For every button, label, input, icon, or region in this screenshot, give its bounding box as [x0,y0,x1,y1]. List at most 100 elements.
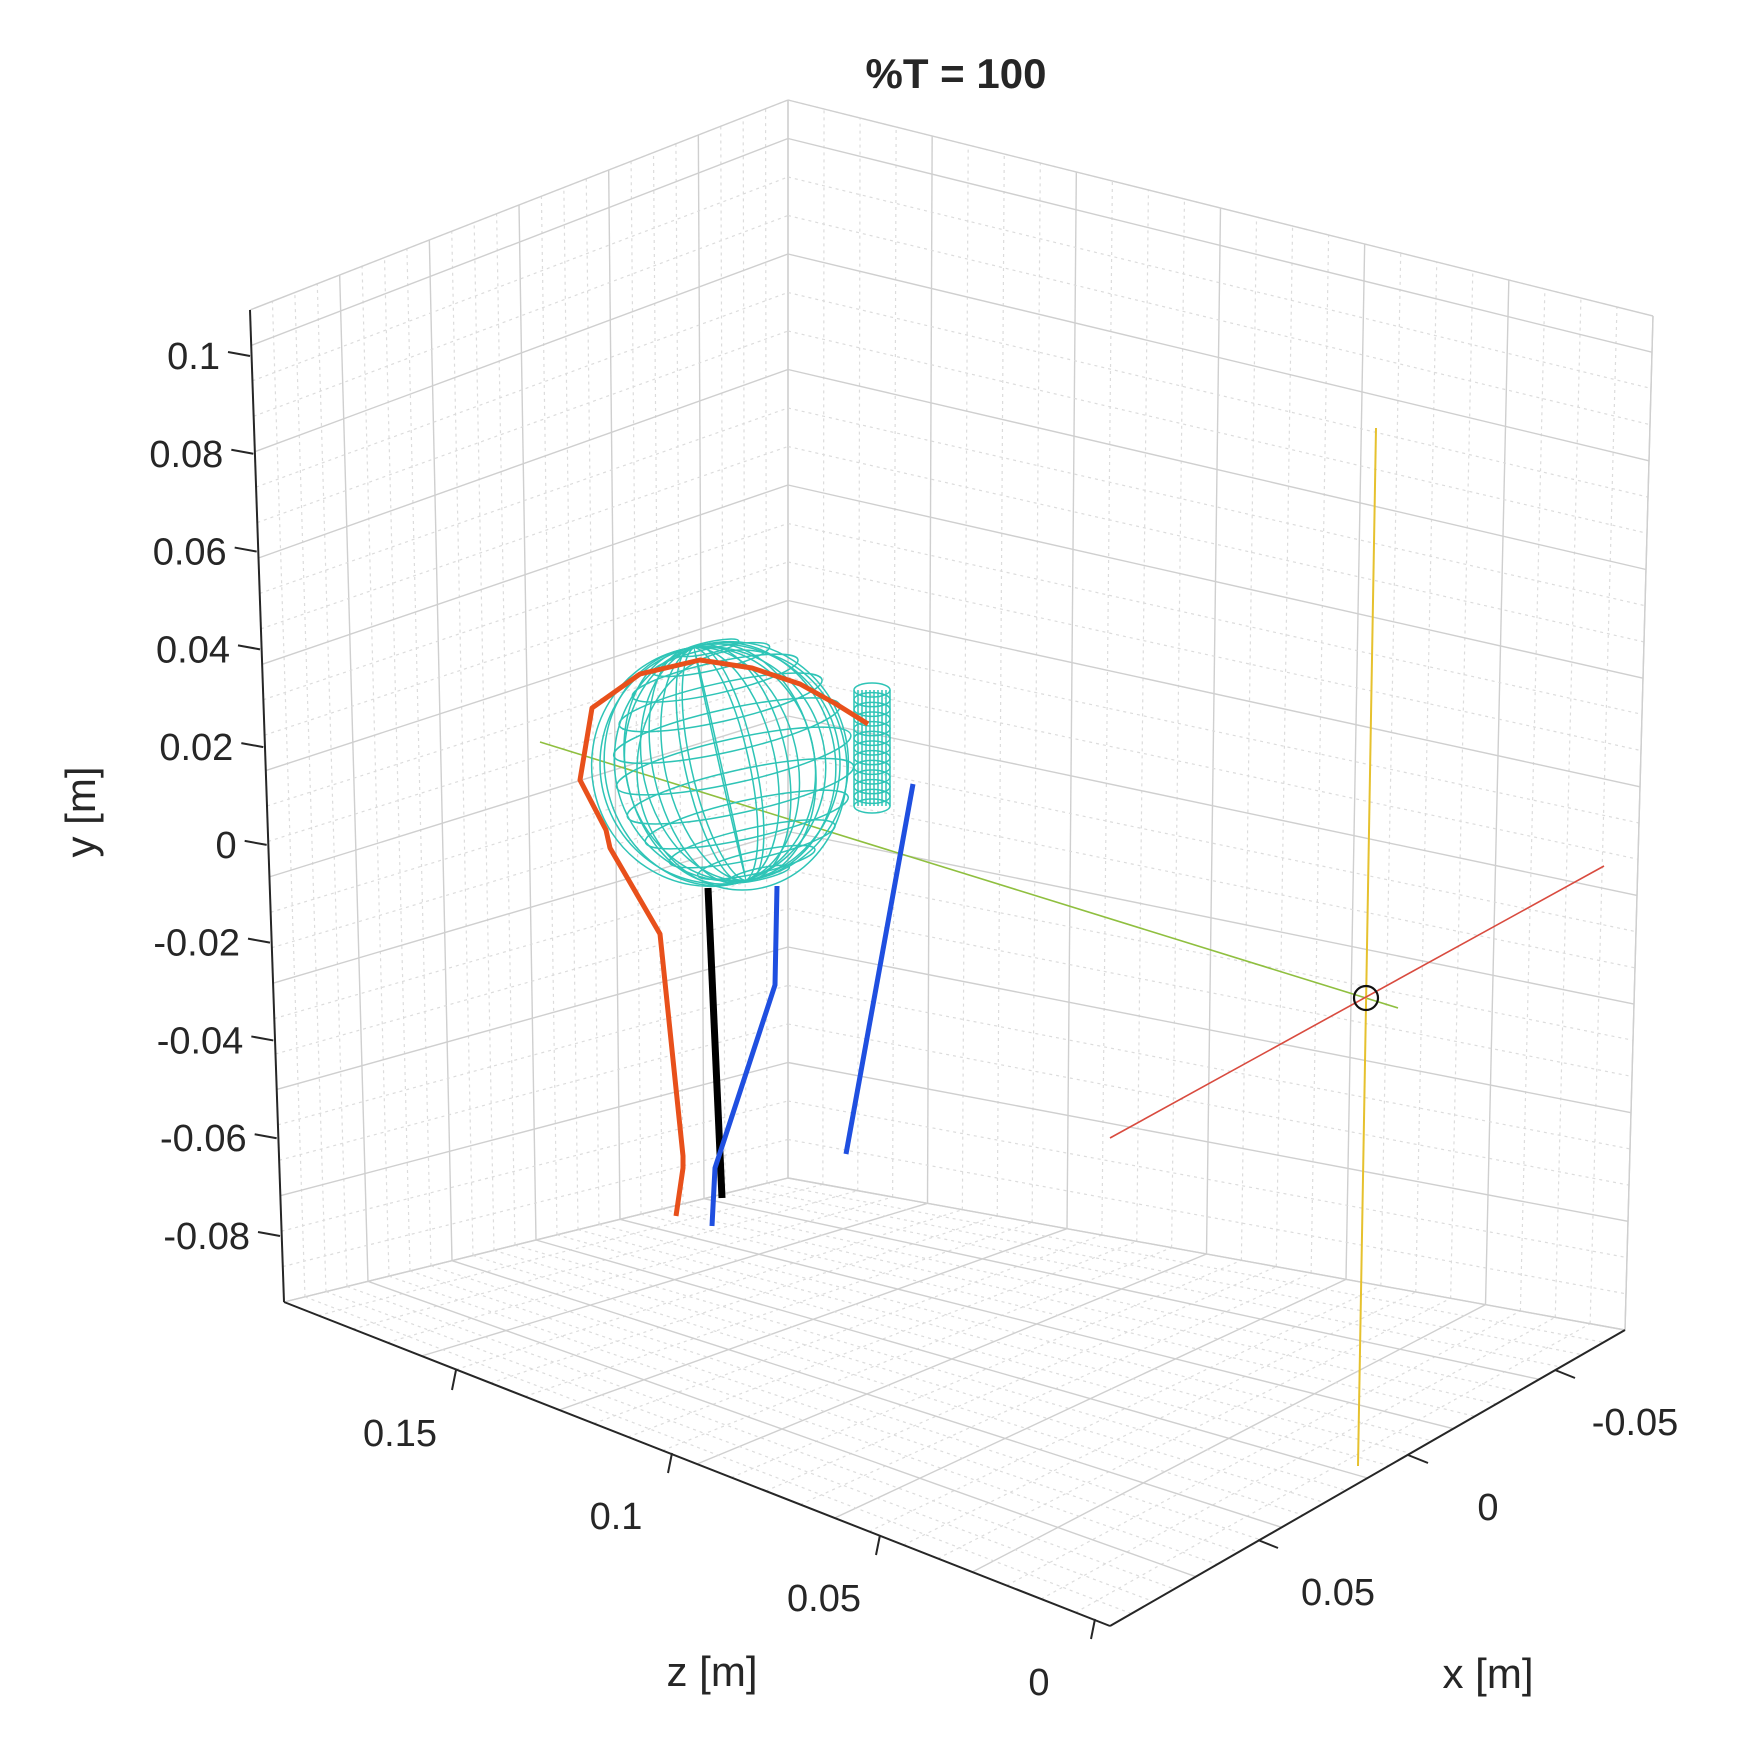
tick-marks [227,351,1576,1640]
grid-line [1240,216,1258,1261]
y-tick [231,448,254,455]
grid-line [1554,297,1582,1318]
grid-line [254,253,789,453]
x-tick [1257,1539,1279,1549]
ellipsoid-meridian [681,645,765,882]
grid-line [996,153,1005,1217]
grid-line [1519,288,1546,1312]
grid-line [892,126,897,1198]
grid-line [266,638,789,807]
grid-line [514,1244,1347,1491]
grid-line [258,368,789,559]
z-tick [1090,1618,1096,1640]
grid-line [787,368,1647,571]
ellipsoid-parallel [677,638,740,658]
grid-line [787,99,1654,317]
grid-line [1031,162,1041,1223]
ellipsoid-parallel [618,672,823,733]
grid-line [493,1249,1325,1504]
grid-line [1345,243,1366,1280]
grid-line [257,330,789,524]
y-tick-label: -0.04 [157,1020,244,1062]
y-axis-label: y [m] [57,767,104,858]
y-tick [237,644,261,651]
grid-line [495,213,516,1246]
grid-line [766,1182,1604,1343]
y-tick-label: -0.08 [163,1216,250,1258]
axes-box [249,309,1626,1627]
grid-line [787,946,1632,1114]
grid-line [787,599,1641,788]
y-axis-line [249,309,285,1303]
grid-line [1275,225,1294,1267]
grid-line [787,1138,1627,1295]
z-tick-label: 0.05 [787,1578,861,1620]
grid-line [388,1275,1218,1565]
ellipsoid-parallel [696,844,816,881]
y-tick-label: 0.08 [149,434,223,476]
grid-line [1310,234,1330,1274]
grid-line [619,1218,1454,1430]
grid-line [282,1138,789,1268]
grid-line [473,222,495,1251]
z-tick-label: 0.1 [590,1496,643,1538]
grid-line [822,108,825,1185]
grid-line [280,1061,789,1197]
grid-line [255,291,789,488]
ellipsoid-parallel [644,789,850,850]
grid-line [640,1213,1475,1417]
grid-line [787,253,1650,462]
grid-line [787,1023,1630,1186]
x-tick-label: 0 [1477,1487,1498,1529]
z-tick [875,1534,881,1556]
grid-line [563,187,579,1230]
grid-line [271,792,789,949]
z-tick [451,1369,457,1391]
ellipsoid-parallel [727,864,791,884]
grid-line [787,214,1651,426]
grid-line [270,753,789,913]
grid-line [274,869,789,1020]
grid-line [787,561,1642,752]
y-tick [227,351,251,357]
grid-line [787,984,1631,1150]
grid-line [724,1192,1561,1368]
z-axis-label: z [m] [667,1648,758,1695]
y-tick [251,1035,274,1042]
ellipsoid-mesh [590,638,855,891]
cylinder-mesh [853,682,891,814]
x-axis-label: x [m] [1443,1650,1534,1697]
grid-line [264,561,789,736]
blue-line-1 [709,885,780,1227]
grid-line [787,1100,1628,1259]
grid-line [263,522,789,701]
z-tick-labels: 0.15 0.1 0.05 0 [363,1413,1050,1704]
y-reference-line [1357,427,1377,1467]
grid-line [787,522,1643,715]
y-tick-label: -0.06 [160,1118,247,1160]
y-tick [247,937,271,944]
y-tick [254,1133,277,1140]
grid-line [1450,270,1474,1299]
grid-line [787,676,1639,860]
origin-marker [1352,984,1380,1012]
grid-line [787,715,1638,897]
blue-line-2 [843,783,916,1155]
grid-line [1624,315,1654,1331]
ellipsoid-parallel [615,726,852,796]
ellipsoid-meridian [590,645,827,888]
grid-line [787,330,1648,534]
grid-line [787,1177,1626,1331]
grid-line [682,1203,1518,1393]
y-tick [257,1231,281,1237]
grid-line [259,407,789,594]
grid-line [787,638,1640,824]
grid-line [675,143,684,1204]
grid-line [325,1291,1154,1602]
ellipsoid-outline [636,649,848,891]
grid-line [764,108,768,1184]
grid-line [1589,306,1618,1324]
orange-trajectory [577,657,870,1217]
x-tick-label: -0.05 [1592,1402,1679,1444]
grid-line [703,1197,1540,1381]
